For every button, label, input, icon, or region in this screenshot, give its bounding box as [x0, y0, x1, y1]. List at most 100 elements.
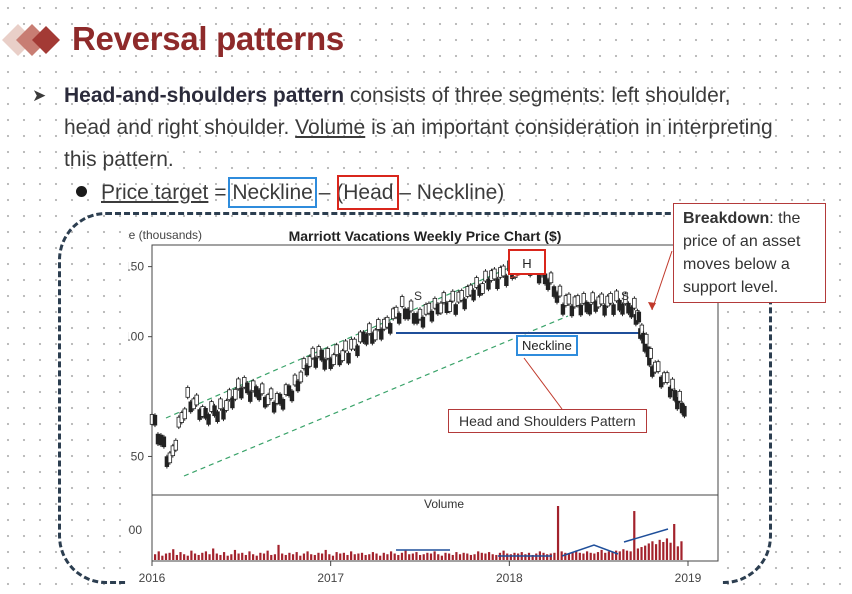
- price-candle: [301, 358, 307, 369]
- equals-sign: =: [208, 181, 233, 204]
- price-candle: [161, 436, 167, 448]
- price-candle: [557, 285, 563, 297]
- volume-bar: [324, 549, 327, 560]
- volume-bar: [615, 550, 618, 560]
- volume-bar: [433, 551, 436, 560]
- volume-bar: [331, 555, 335, 560]
- price-candle: [548, 272, 554, 284]
- price-candle: [289, 390, 295, 402]
- volume-bar: [618, 551, 621, 560]
- volume-bar: [462, 552, 465, 560]
- volume-bar: [389, 551, 393, 560]
- price-candle: [504, 275, 509, 286]
- y-axis-label: Price (thousands): [128, 228, 202, 242]
- volume-bar: [676, 546, 679, 560]
- x-tick-label: 2017: [317, 571, 344, 585]
- volume-bar: [455, 552, 458, 560]
- price-candle: [271, 401, 277, 413]
- volume-bar: [219, 554, 222, 560]
- volume-bar: [669, 542, 672, 560]
- neckline-term: Neckline: [228, 177, 317, 208]
- price-candle: [644, 333, 649, 345]
- volume-bar: [339, 553, 342, 560]
- volume-bar: [208, 554, 211, 560]
- volume-bar: [535, 553, 538, 560]
- volume-bar: [397, 554, 400, 560]
- volume-bar: [310, 554, 313, 560]
- volume-bar: [524, 554, 527, 560]
- volume-bar: [647, 543, 650, 560]
- volume-bar: [553, 552, 556, 560]
- price-candle: [221, 408, 226, 420]
- main-bullet: ➤ Head-and-shoulders pattern consists of…: [32, 80, 782, 176]
- volume-bar: [328, 554, 331, 560]
- channel-lines: [165, 263, 640, 477]
- price-candle: [429, 310, 435, 322]
- price-candle: [599, 293, 604, 305]
- main-bullet-text: Head-and-shoulders pattern consists of t…: [64, 80, 782, 176]
- volume-bar: [466, 553, 469, 560]
- volume-bar: [266, 550, 269, 560]
- volume-bar: [495, 554, 498, 560]
- hs-pattern-label: Head and Shoulders Pattern: [448, 409, 647, 433]
- volume-bar: [571, 552, 574, 560]
- volume-bar: [335, 552, 338, 560]
- bullet-dot-icon: [76, 186, 87, 197]
- chart-background: [128, 218, 722, 590]
- price-candle: [280, 398, 286, 410]
- volume-bar: [255, 555, 258, 560]
- volume-bar: [400, 552, 404, 560]
- minus-open: – (: [312, 181, 344, 204]
- price-candle: [629, 306, 634, 318]
- volume-bar: [437, 554, 440, 560]
- price-candle: [376, 319, 381, 330]
- price-candle: [319, 349, 324, 361]
- slide-title: Reversal patterns: [72, 20, 344, 57]
- volume-bar: [161, 555, 164, 560]
- price-candle: [239, 387, 244, 399]
- price-candle: [292, 374, 298, 386]
- price-candle: [420, 316, 426, 328]
- price-candle: [385, 316, 390, 328]
- volume-bar: [306, 551, 309, 560]
- volume-bar: [375, 553, 378, 560]
- price-candle: [203, 407, 208, 419]
- volume-bar: [473, 554, 476, 560]
- volume-bar: [284, 554, 287, 560]
- volume-bar: [353, 554, 356, 560]
- volume-bar: [320, 553, 324, 560]
- volume-trend-lines: [396, 528, 669, 557]
- head-marker: H: [508, 249, 546, 275]
- volume-bar: [193, 553, 197, 560]
- volume-bar: [477, 551, 480, 560]
- volume-bar: [458, 554, 462, 560]
- volume-bar: [179, 552, 182, 560]
- price-candle: [675, 398, 680, 410]
- volume-bar: [654, 544, 658, 560]
- price-candle: [560, 304, 566, 315]
- price-candle: [233, 388, 238, 400]
- price-candle: [459, 290, 464, 301]
- volume-bar: [164, 553, 168, 560]
- volume-bar: [487, 552, 491, 560]
- right-shoulder-label: S: [621, 289, 629, 303]
- price-candle: [587, 303, 592, 315]
- price-candle: [393, 306, 399, 318]
- volume-bar: [241, 552, 244, 560]
- volume-bar: [665, 538, 669, 560]
- volume-bar: [172, 549, 175, 560]
- volume-bar: [640, 547, 643, 560]
- price-candle: [218, 398, 223, 410]
- price-candle: [298, 371, 304, 383]
- price-candle: [575, 295, 581, 306]
- volume-term: Volume: [295, 116, 366, 139]
- volume-bar: [448, 553, 451, 560]
- volume-bar: [288, 552, 291, 560]
- price-candle: [206, 414, 211, 425]
- volume-bar: [422, 554, 425, 560]
- price-candle: [367, 323, 372, 335]
- volume-bar: [564, 552, 567, 560]
- volume-bar: [469, 554, 473, 560]
- price-candle: [295, 380, 301, 392]
- volume-bar: [451, 554, 454, 560]
